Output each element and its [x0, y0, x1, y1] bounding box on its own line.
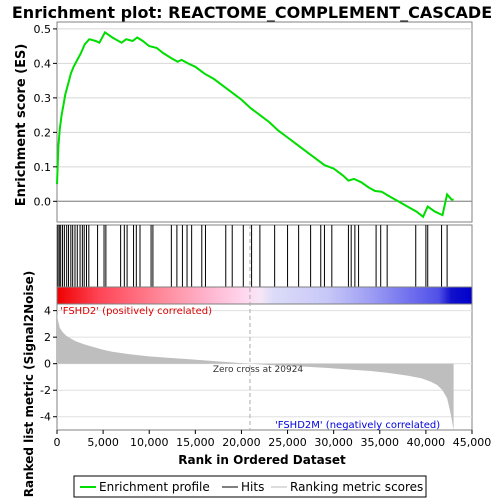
es-y-tick-label: 0.4 [34, 57, 52, 70]
hits-panel-frame [56, 224, 473, 288]
es-panel-frame [56, 21, 473, 223]
es-y-tick-label: 0.2 [34, 126, 52, 139]
metric-y-tick-label: 0 [44, 358, 51, 371]
metric-x-tick-label: 25,000 [268, 436, 307, 449]
metric-y-tick-label: 2 [44, 331, 51, 344]
ranked-list-color-bar [57, 287, 472, 304]
metric-x-axis-label: Rank in Ordered Dataset [178, 453, 346, 467]
es-y-axis: 0.0 0.1 0.2 0.3 0.4 0.5 [34, 23, 57, 208]
metric-gridlines [57, 310, 472, 418]
positive-correlation-label: 'FSHD2' (positively correlated) [60, 306, 212, 317]
negative-correlation-label: 'FSHD2M' (negatively correlated) [275, 420, 440, 431]
metric-y-tick-label: -4 [40, 411, 51, 424]
hit-lines [57, 225, 448, 287]
es-y-tick-label: 0.5 [34, 23, 52, 36]
metric-x-tick-label: 45,000 [453, 436, 492, 449]
enrichment-profile-line [56, 30, 454, 219]
metric-x-tick-label: 5,000 [87, 436, 119, 449]
es-y-axis-label: Enrichment score (ES) [14, 44, 29, 207]
zero-cross-label: Zero cross at 20924 [213, 365, 304, 375]
legend-metric-label: Ranking metric scores [290, 480, 423, 494]
metric-x-tick-label: 0 [54, 436, 61, 449]
es-y-tick-label: 0.0 [34, 195, 52, 208]
chart-title: Enrichment plot: REACTOME_COMPLEMENT_CAS… [12, 3, 492, 22]
es-y-tick-label: 0.1 [34, 161, 52, 174]
legend-enrichment-label: Enrichment profile [99, 480, 210, 494]
metric-x-axis: 0 5,000 10,000 15,000 20,000 25,000 30,000 35,0… [54, 430, 492, 449]
metric-y-tick-label: 4 [44, 305, 51, 318]
legend-box [73, 475, 427, 498]
metric-y-tick-label: -2 [40, 384, 51, 397]
legend-hits-label: Hits [241, 480, 264, 494]
metric-x-tick-label: 40,000 [407, 436, 446, 449]
metric-x-tick-label: 20,000 [222, 436, 261, 449]
metric-y-axis: -4 -2 0 2 4 [40, 305, 57, 424]
metric-x-tick-label: 10,000 [130, 436, 169, 449]
metric-x-tick-label: 30,000 [314, 436, 353, 449]
metric-x-tick-label: 15,000 [176, 436, 215, 449]
metric-y-axis-label: Ranked list metric (Signal2Noise) [22, 271, 36, 498]
metric-x-tick-label: 35,000 [361, 436, 400, 449]
es-y-tick-label: 0.3 [34, 92, 52, 105]
